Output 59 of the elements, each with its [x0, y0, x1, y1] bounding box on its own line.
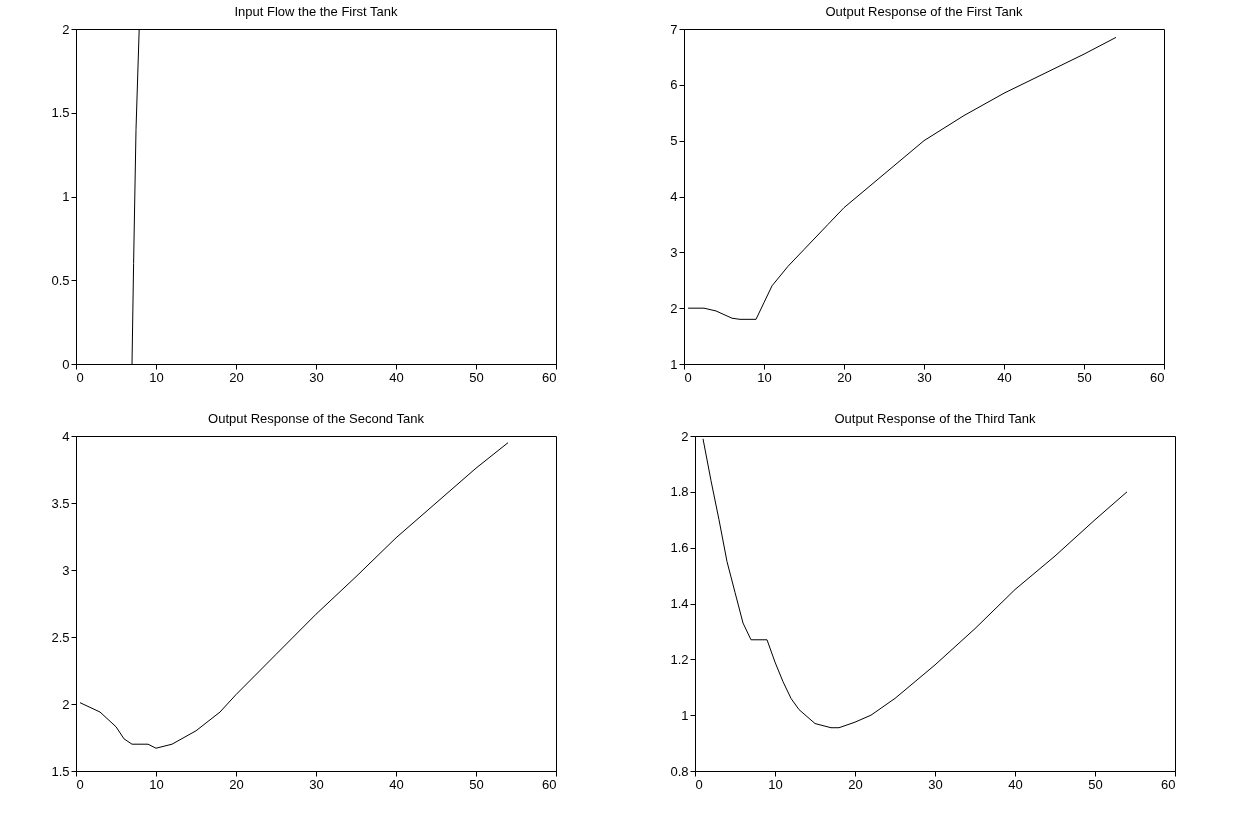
- y-tick-label: 3.5: [51, 495, 70, 511]
- y-tick-label: 2.5: [51, 629, 70, 645]
- chart-title: Output Response of the Second Tank: [208, 411, 425, 426]
- line-series: [79, 442, 509, 749]
- line-series: [687, 36, 1117, 320]
- chart-title: Output Response of the Third Tank: [834, 411, 1037, 426]
- x-tick-label: 20: [837, 369, 852, 385]
- x-tick-label: 60: [542, 776, 557, 792]
- x-tick-label: 30: [309, 369, 324, 385]
- y-tick-label: 6: [670, 77, 678, 93]
- y-tick-label: 1.4: [670, 596, 689, 611]
- y-tick-label: 7: [670, 21, 678, 37]
- y-tick-label: 1: [62, 189, 70, 204]
- y-tick-label: 5: [670, 133, 678, 149]
- y-tick-label: 1.2: [670, 651, 689, 667]
- y-tick-label: 2: [681, 428, 689, 444]
- x-tick-label: 60: [1150, 369, 1165, 385]
- y-tick-label: 0: [62, 356, 70, 372]
- x-tick-label: 50: [469, 369, 484, 385]
- x-tick-label: 20: [229, 369, 244, 385]
- y-tick-label: 0.8: [670, 763, 689, 779]
- x-tick-label: 30: [928, 776, 943, 792]
- y-tick-label: 4: [62, 428, 70, 444]
- x-tick-label: 10: [149, 776, 164, 792]
- line-series: [702, 438, 1128, 729]
- x-tick-label: 40: [389, 369, 404, 385]
- chart-title: Input Flow the the First Tank: [234, 4, 399, 19]
- y-tick-label: 3: [62, 562, 70, 578]
- y-tick-label: 2: [670, 300, 678, 316]
- x-tick-label: 40: [1008, 776, 1023, 792]
- x-tick-label: 10: [757, 369, 772, 385]
- y-tick-label: 1.6: [670, 540, 689, 556]
- x-tick-label: 60: [1161, 776, 1176, 792]
- x-tick-label: 20: [229, 776, 244, 792]
- x-tick-label: 30: [917, 369, 932, 385]
- x-tick-label: 40: [389, 776, 404, 792]
- y-tick-label: 1.5: [51, 763, 70, 779]
- x-tick-label: 0: [76, 776, 84, 792]
- y-tick-label: 4: [670, 189, 678, 204]
- chart-title: Output Response of the First Tank: [825, 4, 1024, 19]
- x-tick-label: 60: [542, 369, 557, 385]
- x-tick-label: 0: [695, 776, 703, 792]
- x-tick-label: 10: [149, 369, 164, 385]
- y-tick-label: 2: [62, 21, 70, 37]
- x-tick-label: 50: [1077, 369, 1092, 385]
- x-tick-label: 30: [309, 776, 324, 792]
- y-tick-label: 1: [681, 707, 689, 723]
- x-tick-label: 0: [76, 369, 84, 385]
- x-tick-label: 10: [768, 776, 783, 792]
- x-tick-label: 50: [1088, 776, 1103, 792]
- y-tick-label: 3: [670, 244, 678, 260]
- y-tick-label: 0.5: [51, 272, 70, 288]
- x-tick-label: 40: [997, 369, 1012, 385]
- x-tick-label: 50: [469, 776, 484, 792]
- x-tick-label: 20: [848, 776, 863, 792]
- y-tick-label: 2: [62, 696, 70, 712]
- y-tick-label: 1: [670, 356, 678, 372]
- y-tick-label: 1.8: [670, 484, 689, 500]
- y-tick-label: 1.5: [51, 105, 70, 121]
